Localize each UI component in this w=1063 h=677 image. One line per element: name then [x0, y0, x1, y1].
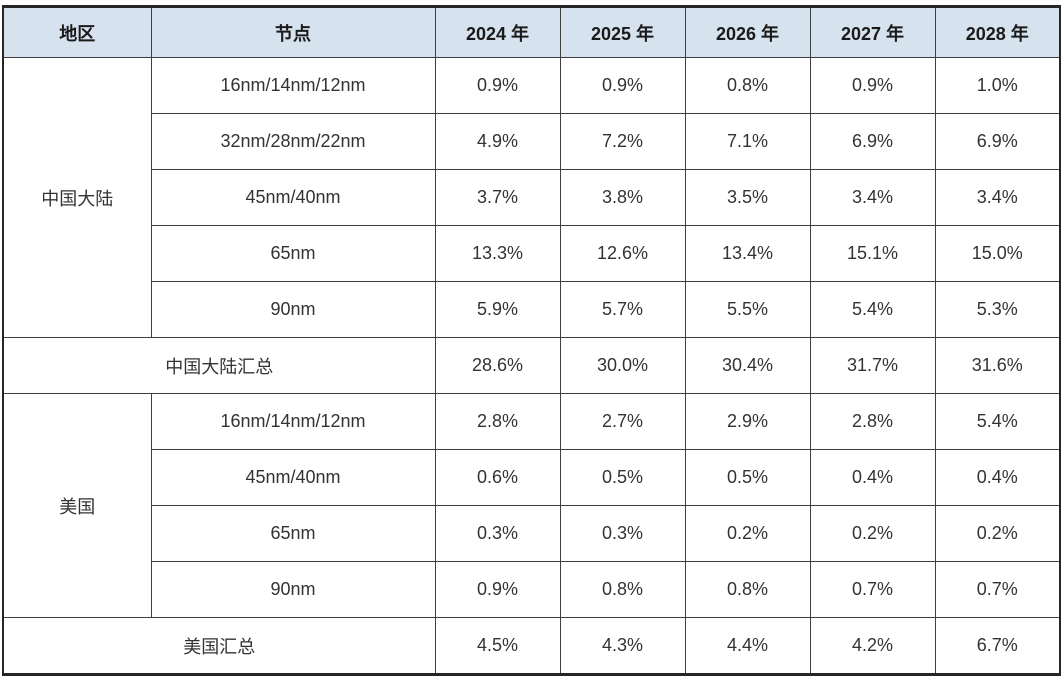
- value-cell: 13.3%: [434, 225, 561, 282]
- node-cell: 45nm/40nm: [150, 169, 436, 226]
- value-cell: 5.7%: [559, 281, 686, 338]
- value-cell: 0.9%: [809, 57, 936, 114]
- value-cell: 0.9%: [559, 57, 686, 114]
- value-cell: 7.1%: [684, 113, 811, 170]
- node-cell: 65nm: [150, 225, 436, 282]
- value-cell: 6.9%: [809, 113, 936, 170]
- summary-value-cell: 30.4%: [684, 337, 811, 394]
- value-cell: 15.1%: [809, 225, 936, 282]
- value-cell: 0.9%: [434, 57, 561, 114]
- node-cell: 90nm: [150, 281, 436, 338]
- value-cell: 0.8%: [559, 561, 686, 618]
- table-row: 90nm 0.9% 0.8% 0.8% 0.7% 0.7%: [3, 561, 1061, 618]
- value-cell: 3.4%: [809, 169, 936, 226]
- value-cell: 0.2%: [684, 505, 811, 562]
- value-cell: 2.8%: [434, 393, 561, 450]
- table-row: 45nm/40nm 0.6% 0.5% 0.5% 0.4% 0.4%: [3, 449, 1061, 506]
- header-cell-node: 节点: [150, 6, 436, 58]
- value-cell: 0.3%: [434, 505, 561, 562]
- value-cell: 15.0%: [934, 225, 1061, 282]
- value-cell: 5.3%: [934, 281, 1061, 338]
- node-cell: 45nm/40nm: [150, 449, 436, 506]
- header-cell-year-2027: 2027 年: [809, 6, 936, 58]
- value-cell: 5.9%: [434, 281, 561, 338]
- node-share-table: 地区 节点 2024 年 2025 年 2026 年 2027 年 2028 年…: [2, 5, 1061, 676]
- node-cell: 16nm/14nm/12nm: [150, 393, 436, 450]
- value-cell: 4.9%: [434, 113, 561, 170]
- value-cell: 5.4%: [934, 393, 1061, 450]
- summary-row-china: 中国大陆汇总 28.6% 30.0% 30.4% 31.7% 31.6%: [2, 337, 1061, 394]
- value-cell: 0.4%: [934, 449, 1061, 506]
- summary-value-cell: 4.2%: [809, 617, 936, 675]
- value-cell: 0.3%: [559, 505, 686, 562]
- header-cell-year-2025: 2025 年: [559, 6, 686, 58]
- value-cell: 0.2%: [934, 505, 1061, 562]
- summary-value-cell: 31.7%: [809, 337, 936, 394]
- header-cell-year-2028: 2028 年: [934, 6, 1061, 58]
- value-cell: 0.2%: [809, 505, 936, 562]
- value-cell: 0.4%: [809, 449, 936, 506]
- summary-value-cell: 31.6%: [934, 337, 1061, 394]
- header-cell-region: 地区: [2, 6, 152, 58]
- value-cell: 12.6%: [559, 225, 686, 282]
- summary-label-cell: 美国汇总: [2, 617, 436, 675]
- value-cell: 3.4%: [934, 169, 1061, 226]
- summary-value-cell: 4.5%: [434, 617, 561, 675]
- table-row: 65nm 13.3% 12.6% 13.4% 15.1% 15.0%: [3, 225, 1061, 282]
- value-cell: 0.8%: [684, 57, 811, 114]
- value-cell: 1.0%: [934, 57, 1061, 114]
- value-cell: 2.9%: [684, 393, 811, 450]
- summary-value-cell: 6.7%: [934, 617, 1061, 675]
- region-cell-usa: 美国: [2, 393, 152, 618]
- value-cell: 2.8%: [809, 393, 936, 450]
- summary-value-cell: 30.0%: [559, 337, 686, 394]
- header-cell-year-2026: 2026 年: [684, 6, 811, 58]
- value-cell: 3.5%: [684, 169, 811, 226]
- summary-value-cell: 4.3%: [559, 617, 686, 675]
- value-cell: 5.4%: [809, 281, 936, 338]
- value-cell: 0.7%: [809, 561, 936, 618]
- value-cell: 3.8%: [559, 169, 686, 226]
- value-cell: 0.6%: [434, 449, 561, 506]
- table-row: 90nm 5.9% 5.7% 5.5% 5.4% 5.3%: [3, 281, 1061, 338]
- value-cell: 2.7%: [559, 393, 686, 450]
- summary-label-cell: 中国大陆汇总: [2, 337, 436, 394]
- table-row: 中国大陆 16nm/14nm/12nm 0.9% 0.9% 0.8% 0.9% …: [2, 57, 1061, 338]
- table-row: 32nm/28nm/22nm 4.9% 7.2% 7.1% 6.9% 6.9%: [3, 113, 1061, 170]
- table-row: 美国 16nm/14nm/12nm 2.8% 2.7% 2.9% 2.8% 5.…: [2, 393, 1061, 618]
- table-row: 65nm 0.3% 0.3% 0.2% 0.2% 0.2%: [3, 505, 1061, 562]
- summary-value-cell: 4.4%: [684, 617, 811, 675]
- node-cell: 65nm: [150, 505, 436, 562]
- value-cell: 7.2%: [559, 113, 686, 170]
- region-cell-china: 中国大陆: [2, 57, 152, 338]
- value-cell: 0.7%: [934, 561, 1061, 618]
- summary-value-cell: 28.6%: [434, 337, 561, 394]
- value-cell: 0.8%: [684, 561, 811, 618]
- header-row: 地区 节点 2024 年 2025 年 2026 年 2027 年 2028 年: [2, 6, 1061, 58]
- node-cell: 16nm/14nm/12nm: [150, 57, 436, 114]
- value-cell: 5.5%: [684, 281, 811, 338]
- table-row: 45nm/40nm 3.7% 3.8% 3.5% 3.4% 3.4%: [3, 169, 1061, 226]
- value-cell: 0.5%: [559, 449, 686, 506]
- value-cell: 6.9%: [934, 113, 1061, 170]
- value-cell: 0.5%: [684, 449, 811, 506]
- value-cell: 3.7%: [434, 169, 561, 226]
- node-cell: 90nm: [150, 561, 436, 618]
- value-cell: 13.4%: [684, 225, 811, 282]
- node-cell: 32nm/28nm/22nm: [150, 113, 436, 170]
- value-cell: 0.9%: [434, 561, 561, 618]
- summary-row-usa: 美国汇总 4.5% 4.3% 4.4% 4.2% 6.7%: [2, 617, 1061, 675]
- header-cell-year-2024: 2024 年: [434, 6, 561, 58]
